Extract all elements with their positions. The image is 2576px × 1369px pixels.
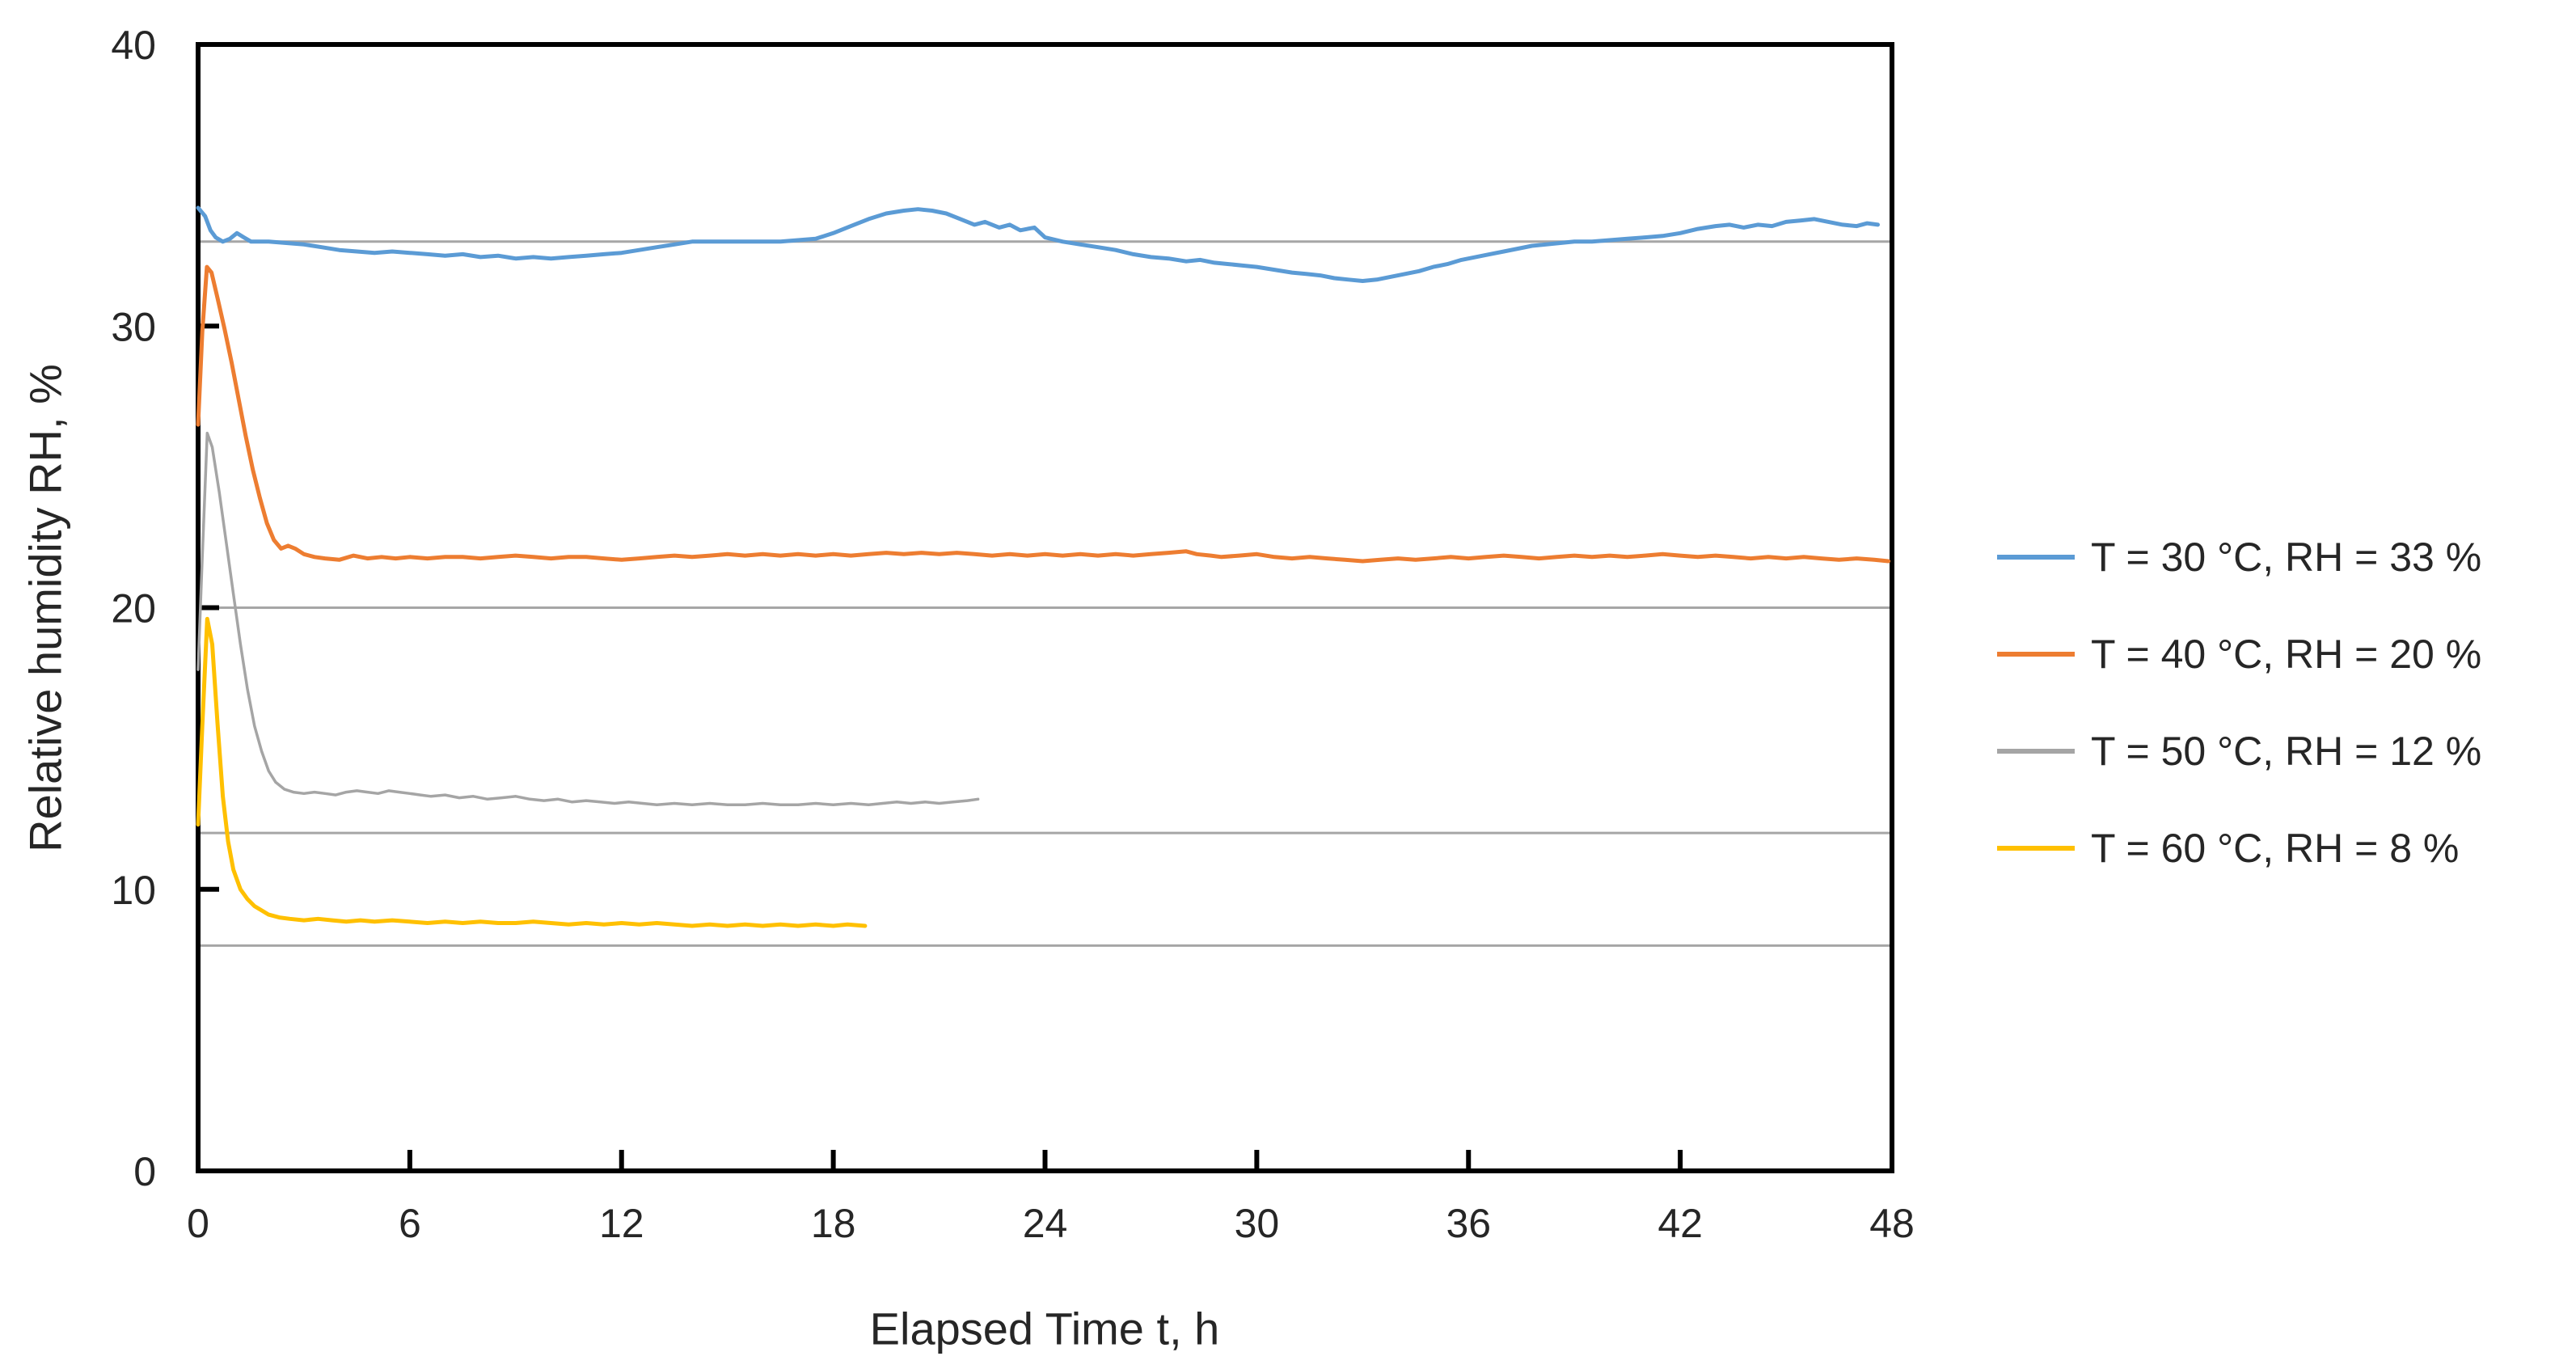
legend-item: T = 50 °C, RH = 12 % — [1997, 728, 2481, 775]
legend-label: T = 60 °C, RH = 8 % — [2091, 826, 2460, 871]
x-tick-label: 0 — [187, 1201, 209, 1246]
legend-item: T = 40 °C, RH = 20 % — [1997, 631, 2481, 678]
series-line-1 — [196, 205, 1880, 283]
legend-line-swatch-icon — [1997, 749, 2075, 754]
legend-line-swatch-icon — [1997, 555, 2075, 560]
x-tick-label: 42 — [1658, 1201, 1703, 1246]
y-tick-label: 20 — [111, 586, 156, 632]
x-axis-title: Elapsed Time t, h — [869, 1303, 1220, 1354]
legend: T = 30 °C, RH = 33 % T = 40 °C, RH = 20 %… — [1997, 534, 2481, 872]
x-tick-label: 36 — [1446, 1201, 1491, 1246]
x-tick-label: 6 — [399, 1201, 421, 1246]
x-tick-label: 12 — [599, 1201, 644, 1246]
x-tick-label: 24 — [1023, 1201, 1068, 1246]
series-line-3 — [196, 431, 980, 807]
legend-line-swatch-icon — [1997, 652, 2075, 657]
y-tick-label: 30 — [111, 304, 156, 349]
legend-line-swatch-icon — [1997, 846, 2075, 851]
legend-item: T = 60 °C, RH = 8 % — [1997, 825, 2481, 872]
x-tick-label: 48 — [1869, 1201, 1915, 1246]
series-line-2 — [196, 264, 1891, 564]
x-tick-label: 18 — [811, 1201, 856, 1246]
legend-label: T = 40 °C, RH = 20 % — [2091, 632, 2482, 677]
y-tick-label: 10 — [111, 868, 156, 913]
x-tick-label: 30 — [1235, 1201, 1280, 1246]
plot-border — [196, 42, 1894, 1173]
legend-label: T = 50 °C, RH = 12 % — [2091, 729, 2482, 774]
series-line-4 — [196, 616, 868, 928]
y-tick-label: 0 — [133, 1149, 156, 1194]
legend-label: T = 30 °C, RH = 33 % — [2091, 535, 2482, 580]
legend-item: T = 30 °C, RH = 33 % — [1997, 534, 2481, 581]
y-axis-title: Relative humidity RH, % — [19, 364, 71, 852]
y-tick-label: 40 — [111, 23, 156, 68]
